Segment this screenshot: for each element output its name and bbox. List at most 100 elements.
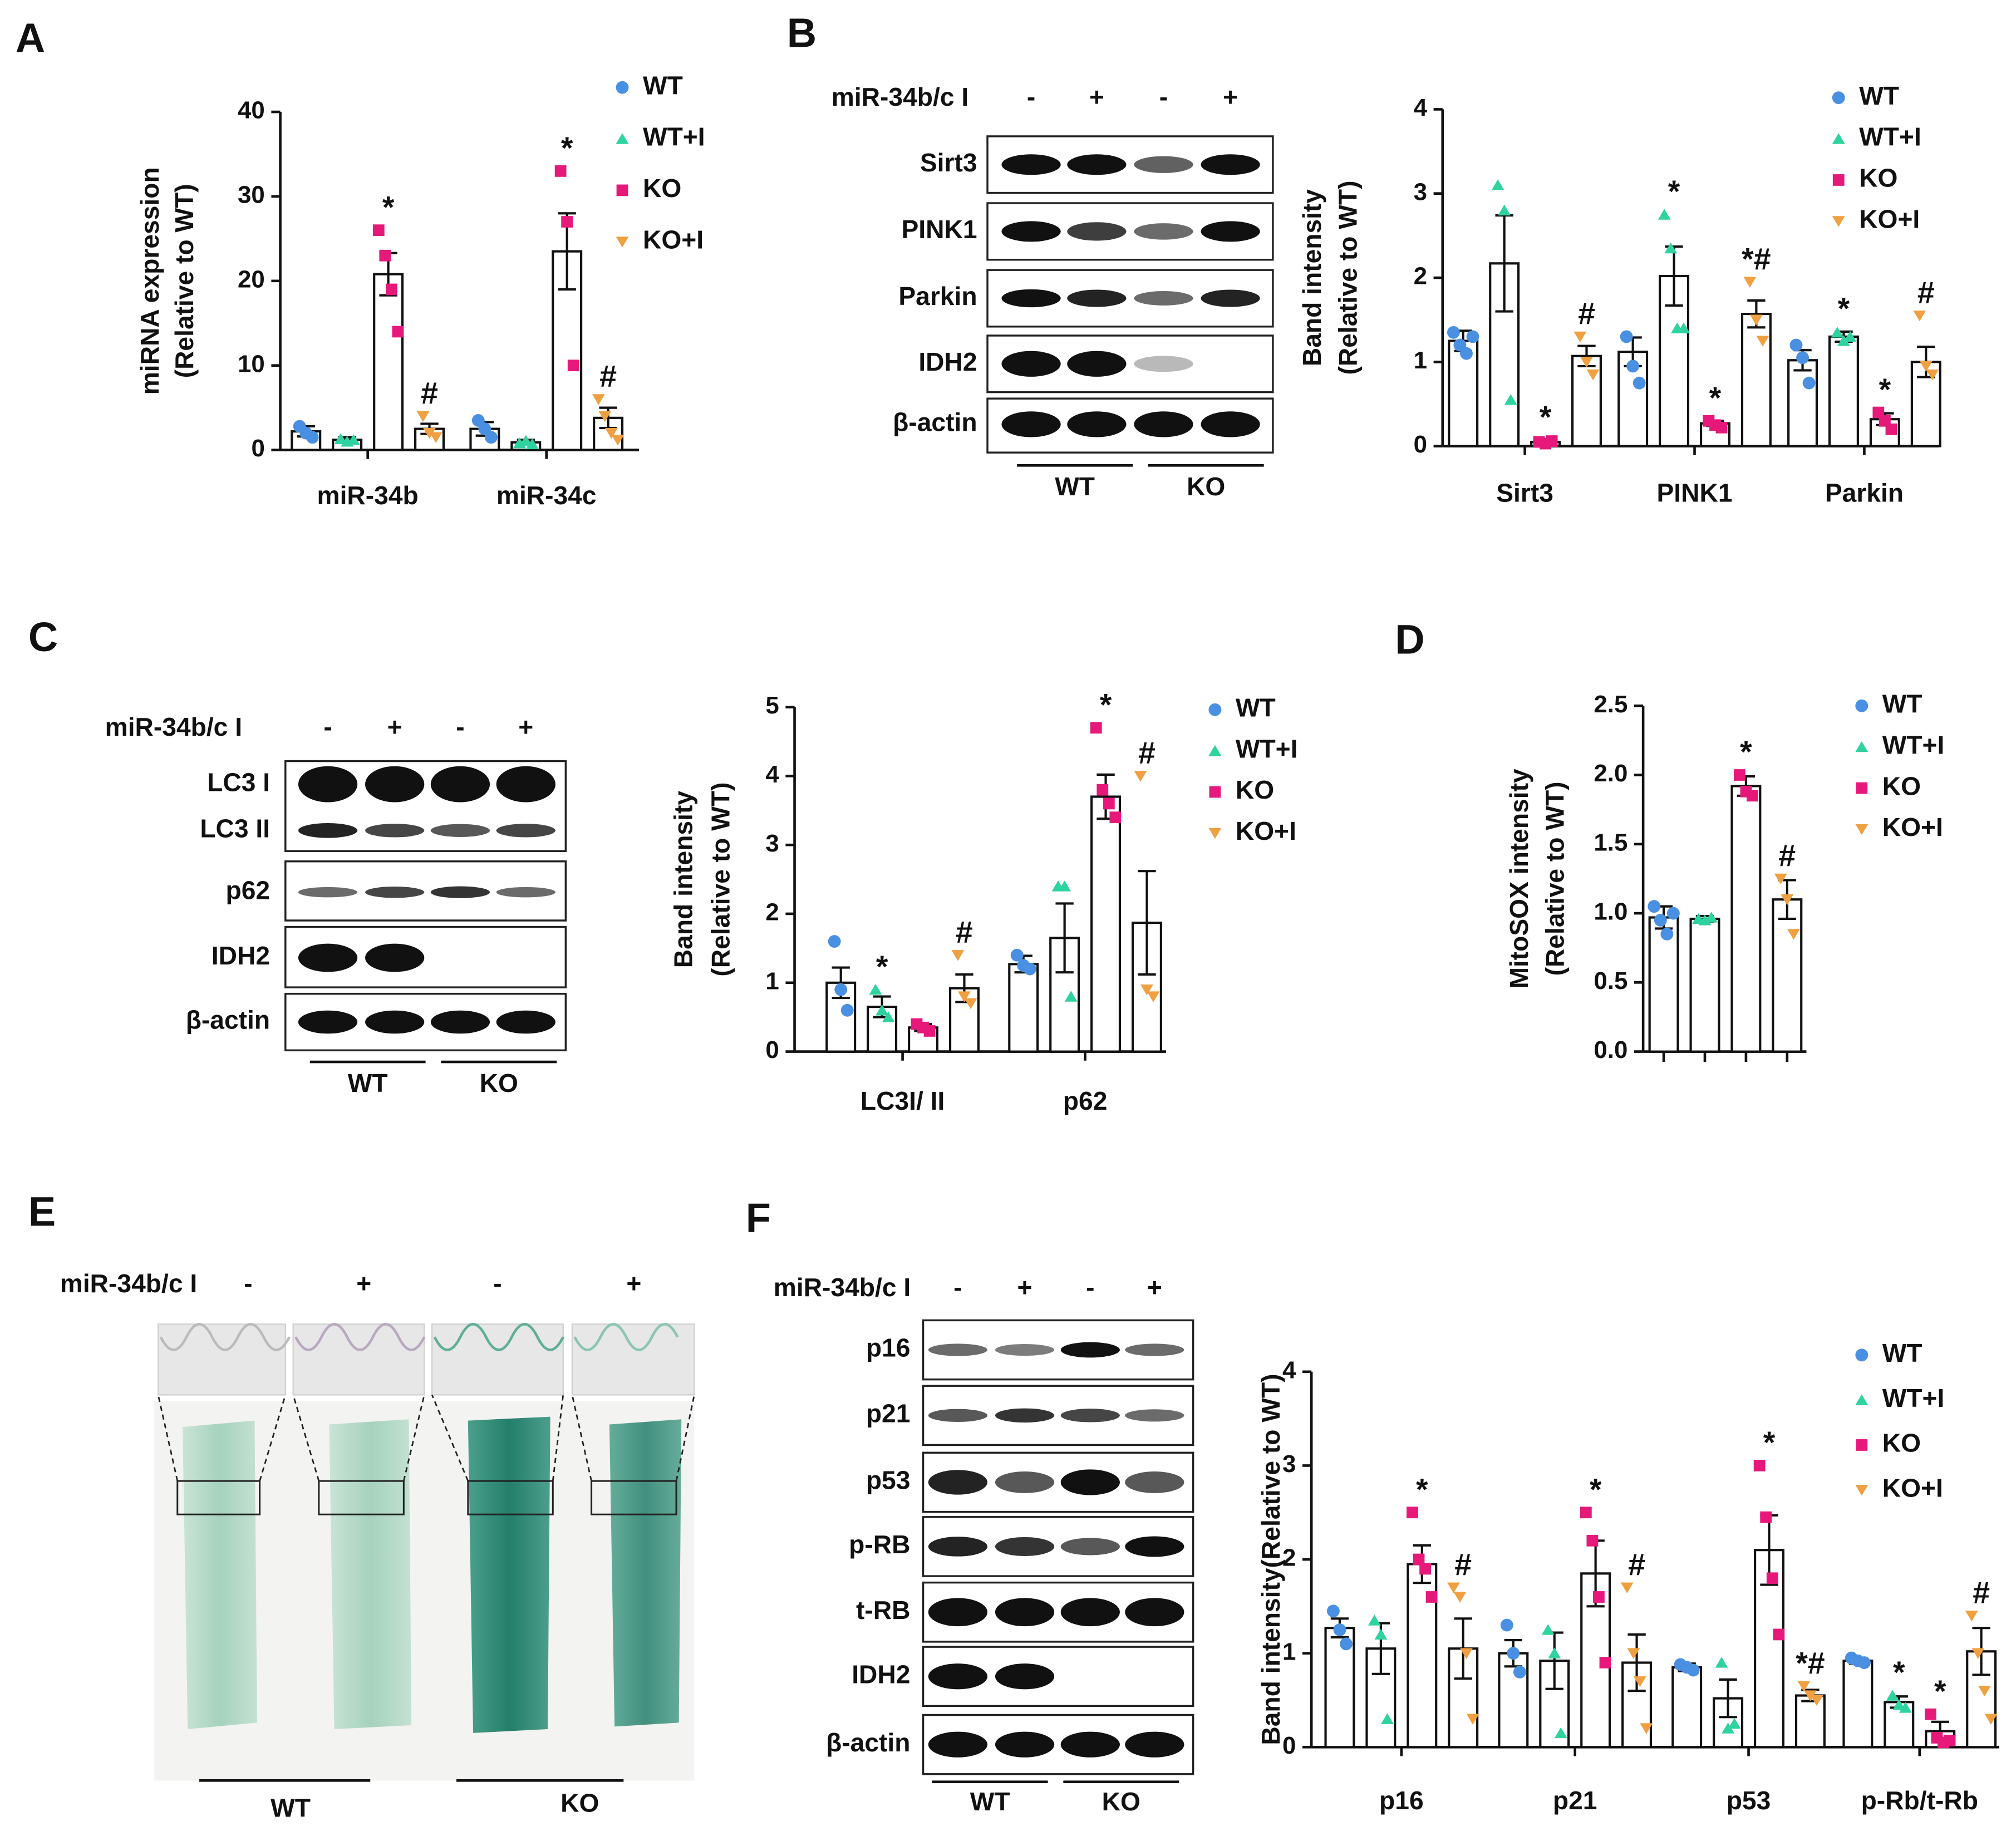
point <box>1023 962 1036 976</box>
point <box>429 432 442 444</box>
legend-label: KO+I <box>1236 816 1296 845</box>
point <box>1899 1702 1912 1713</box>
sign: + <box>1147 1273 1162 1302</box>
y-axis-label: (Relative to WT) <box>170 184 199 378</box>
legend-label: KO <box>643 174 681 203</box>
panel-letter: D <box>1395 617 1424 663</box>
point <box>1705 912 1718 923</box>
panel-letter: E <box>28 1189 56 1235</box>
y-tick-label: 10 <box>238 350 265 377</box>
point <box>554 165 567 177</box>
point <box>1747 790 1758 802</box>
y-tick-label: 2 <box>1414 263 1427 290</box>
row-label: t-RB <box>856 1596 910 1625</box>
point <box>1599 1657 1611 1668</box>
legend-label: WT <box>1236 693 1276 722</box>
band <box>1060 1342 1120 1358</box>
significance: * <box>876 949 888 984</box>
point <box>1548 1647 1561 1658</box>
band <box>430 766 490 803</box>
point <box>1843 331 1857 342</box>
point <box>1658 209 1671 220</box>
legend-label: WT <box>1882 689 1922 718</box>
point <box>1753 1460 1766 1471</box>
sign: + <box>1089 82 1104 111</box>
panel-letter: C <box>28 614 58 660</box>
error-bar <box>1719 1678 1737 1719</box>
group-label: WT <box>1055 472 1095 501</box>
band <box>928 1731 988 1758</box>
point <box>840 1003 854 1017</box>
legend-label: KO <box>1859 164 1897 193</box>
significance: * <box>1590 1472 1602 1507</box>
point <box>1789 338 1803 352</box>
band <box>365 1010 425 1034</box>
point <box>1134 771 1147 782</box>
legend-label: KO+I <box>1859 205 1920 234</box>
point <box>604 428 618 439</box>
point <box>1626 360 1640 373</box>
row-label: β-actin <box>186 1006 270 1035</box>
sign: - <box>244 1269 252 1298</box>
point <box>1743 277 1757 288</box>
point <box>1686 1663 1700 1677</box>
legend-label: WT+I <box>1236 734 1298 763</box>
point <box>1971 1648 1985 1659</box>
row-label: p16 <box>866 1333 911 1362</box>
sign: - <box>1159 82 1168 111</box>
bar <box>1740 313 1772 447</box>
point <box>1466 1714 1479 1725</box>
significance: *# <box>1742 242 1771 276</box>
legend-label: WT <box>1882 1338 1922 1367</box>
point <box>1722 1722 1735 1734</box>
chart: A 0 10 20 30 40 miRNA expression (Relative to W… <box>16 15 705 510</box>
point <box>385 283 397 296</box>
point <box>1109 811 1122 824</box>
point <box>1892 1699 1906 1710</box>
band <box>365 766 425 803</box>
band <box>430 886 490 898</box>
sign: + <box>1223 82 1238 111</box>
legend-marker <box>1208 703 1222 716</box>
zoom-lines <box>157 1394 695 1481</box>
sign: - <box>323 712 332 741</box>
zoom-boxes <box>176 1480 677 1515</box>
point <box>1103 798 1115 810</box>
point <box>1885 423 1897 435</box>
band <box>995 1537 1055 1556</box>
band <box>928 1343 988 1356</box>
point <box>1453 1592 1467 1603</box>
point <box>306 431 319 444</box>
band <box>496 887 555 898</box>
bar <box>373 273 404 451</box>
y-tick-label: 0 <box>1414 431 1427 458</box>
y-tick-label: 2.5 <box>1594 691 1627 718</box>
error-bar <box>1055 902 1074 974</box>
band <box>1001 154 1061 175</box>
sign: - <box>1027 82 1035 111</box>
band <box>496 1010 555 1034</box>
row-label: p53 <box>866 1466 911 1495</box>
legend-marker <box>616 81 629 94</box>
legend-marker <box>616 133 629 144</box>
bar <box>1787 359 1818 447</box>
point <box>964 998 977 1010</box>
y-tick-label: 5 <box>765 692 779 719</box>
point <box>1620 1582 1634 1593</box>
point <box>372 224 385 237</box>
legend-marker <box>1855 741 1869 752</box>
band <box>1125 1343 1184 1356</box>
band <box>995 1471 1055 1493</box>
band <box>365 943 425 972</box>
point <box>1926 369 1939 381</box>
y-tick-label: 2 <box>765 899 779 926</box>
legend-label: KO <box>1882 771 1921 800</box>
point <box>1425 1591 1438 1603</box>
point <box>1648 900 1661 913</box>
row-label: IDH2 <box>852 1660 910 1689</box>
y-tick-label: 3 <box>1414 178 1427 205</box>
panel-letter: B <box>787 9 817 56</box>
significance: * <box>561 131 573 165</box>
point <box>1773 1628 1785 1641</box>
